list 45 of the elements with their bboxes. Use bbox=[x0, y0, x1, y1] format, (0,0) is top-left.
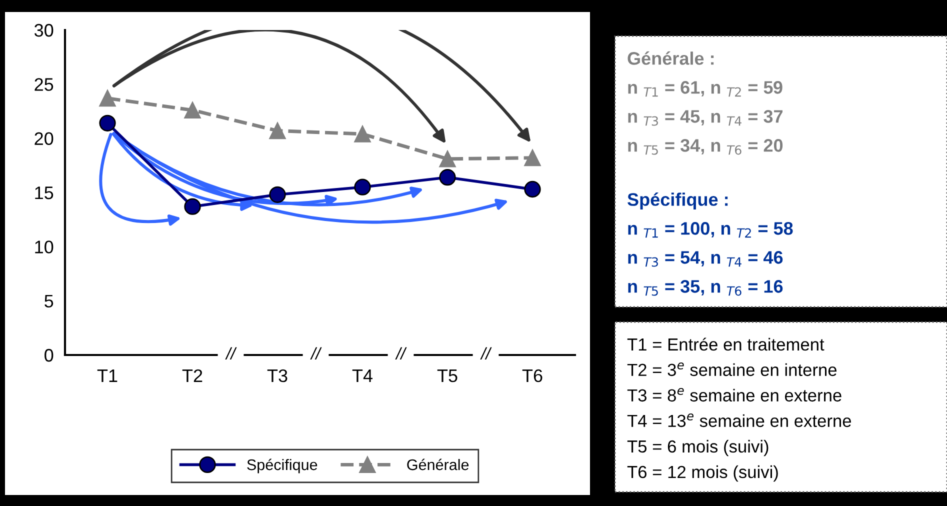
y-tick-label: 30 bbox=[34, 24, 54, 37]
text: n $_{T5}$ = 34, n $_{T6}$ = 20 bbox=[628, 139, 783, 155]
text: Générale : bbox=[628, 51, 714, 65]
x-tick-label: T4 bbox=[352, 370, 373, 382]
text: T2 = 3$^{e}$ semaine en interne bbox=[627, 362, 837, 376]
text: T1 = Entrée en traitement bbox=[627, 338, 824, 351]
annotation: // bbox=[310, 347, 322, 360]
text: n $_{T5}$ = 35, n $_{T6}$ = 16 bbox=[628, 280, 783, 296]
annotation: // bbox=[225, 347, 237, 360]
y-tick-label: 25 bbox=[34, 78, 54, 91]
y-tick-label: 0 bbox=[44, 348, 54, 362]
point bbox=[439, 169, 456, 186]
legend-label: Générale bbox=[407, 458, 469, 470]
point bbox=[269, 186, 286, 203]
annotation: // bbox=[480, 347, 492, 360]
point bbox=[354, 178, 371, 196]
text: T3 = 8$^{e}$ semaine en externe bbox=[627, 388, 842, 402]
point bbox=[269, 122, 286, 140]
y-tick-label: 5 bbox=[44, 294, 54, 308]
x-tick-label: T3 bbox=[267, 369, 288, 382]
x-tick-label: T2 bbox=[182, 369, 202, 382]
y-tick-label: 10 bbox=[35, 240, 54, 254]
text: n $_{T1}$ = 61, n $_{T2}$ = 59 bbox=[628, 81, 782, 97]
point bbox=[354, 126, 371, 142]
legend-label: Spécifique bbox=[247, 458, 318, 474]
text: T6 = 12 mois (suivi) bbox=[627, 465, 778, 482]
point bbox=[184, 198, 201, 215]
point bbox=[184, 102, 201, 118]
x-tick-label: T1 bbox=[97, 370, 118, 382]
x-tick-label: T6 bbox=[522, 369, 542, 382]
point bbox=[439, 150, 456, 168]
point bbox=[99, 114, 116, 132]
point bbox=[524, 180, 541, 198]
text: T5 = 6 mois (suivi) bbox=[627, 440, 768, 456]
y-tick-label: 15 bbox=[35, 186, 54, 200]
annotation: // bbox=[395, 347, 407, 360]
text: n $_{T3}$ = 54, n $_{T4}$ = 46 bbox=[628, 251, 783, 267]
text: T4 = 13$^{e}$ semaine en externe bbox=[627, 413, 852, 428]
point bbox=[99, 90, 116, 107]
point bbox=[524, 150, 541, 166]
y-tick-label: 20 bbox=[34, 132, 54, 146]
text: n $_{T1}$ = 100, n $_{T2}$ = 58 bbox=[628, 222, 793, 238]
text: Spécifique : bbox=[628, 192, 728, 210]
text: n $_{T3}$ = 45, n $_{T4}$ = 37 bbox=[628, 110, 783, 126]
x-tick-label: T5 bbox=[437, 370, 458, 382]
